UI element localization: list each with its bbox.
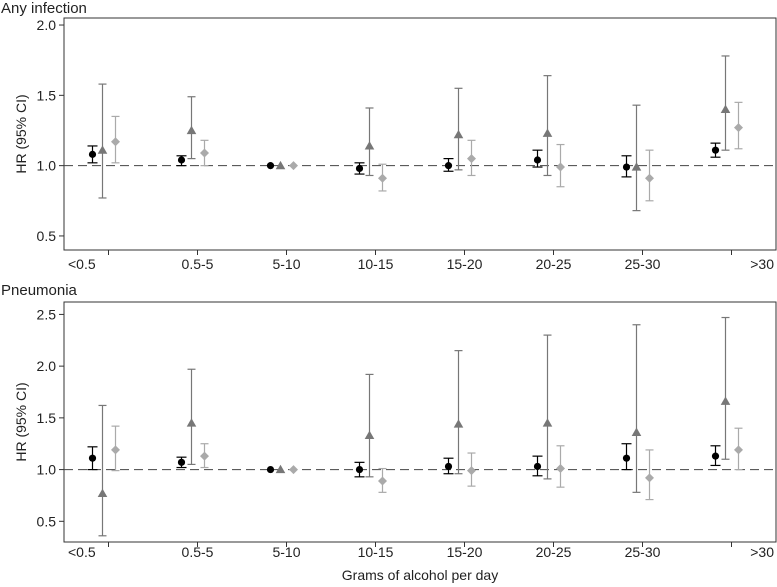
point-triangle (720, 396, 731, 405)
point-triangle (186, 125, 197, 135)
point-diamond (734, 445, 743, 455)
point-circle (88, 150, 97, 158)
x-tick-label: 5-10 (272, 256, 300, 272)
y-tick-label: 0.5 (37, 228, 57, 244)
point-circle (444, 462, 453, 471)
x-tick-label: 10-15 (358, 256, 394, 272)
panel-pneumonia: Pneumonia 0.5 1.0 1.5 2.0 2.5 HR (95% CI) <0.5… (1, 282, 777, 560)
point-triangle (97, 145, 108, 154)
point-circle (533, 462, 542, 471)
x-tick-label: <0.5 (68, 544, 96, 560)
point-circle (622, 454, 631, 462)
x-tick-label: 15-20 (447, 256, 483, 272)
point-circle (533, 156, 542, 164)
plot-frame (63, 301, 777, 543)
point-diamond (556, 162, 565, 172)
panel-any-infection: Any infection 0.5 1.0 1.5 2.0 HR (95% CI) <0.… (1, 0, 777, 272)
point-triangle (275, 464, 286, 474)
point-triangle (542, 418, 553, 427)
panel-title: Any infection (1, 0, 87, 17)
point-circle (88, 454, 97, 462)
point-diamond (200, 148, 209, 158)
point-triangle (97, 488, 108, 497)
point-triangle (453, 129, 464, 139)
y-axis-label: HR (95% CI) (13, 94, 29, 173)
point-diamond (467, 154, 476, 164)
x-tick-label: 10-15 (358, 544, 394, 560)
point-diamond (111, 445, 120, 455)
x-tick-label: 5-10 (272, 544, 300, 560)
x-tick-label: 25-30 (625, 256, 661, 272)
point-circle (622, 163, 631, 171)
y-tick-label: 2.0 (37, 358, 57, 374)
x-tick-label: 15-20 (447, 544, 483, 560)
point-circle (266, 465, 275, 474)
point-diamond (200, 451, 209, 461)
y-tick-label: 2.5 (37, 306, 57, 322)
y-tick-label: 1.0 (37, 462, 57, 478)
point-circle (444, 162, 453, 170)
point-triangle (364, 141, 375, 150)
point-circle (355, 164, 364, 173)
x-tick-label: >30 (750, 544, 774, 560)
x-axis-label: Grams of alcohol per day (342, 567, 498, 583)
point-triangle (275, 160, 286, 170)
x-tick-label: 20-25 (536, 256, 572, 272)
y-tick-label: 0.5 (37, 513, 57, 529)
point-diamond (289, 465, 298, 475)
point-triangle (542, 128, 553, 137)
point-triangle (453, 419, 464, 428)
y-tick-label: 1.5 (37, 410, 57, 426)
point-triangle (720, 104, 731, 113)
point-circle (177, 156, 186, 164)
point-diamond (645, 473, 654, 483)
point-circle (711, 452, 720, 460)
y-tick-label: 1.5 (37, 87, 57, 103)
point-circle (711, 146, 720, 154)
x-tick-label: 20-25 (536, 544, 572, 560)
point-diamond (556, 464, 565, 474)
point-diamond (378, 476, 387, 486)
point-diamond (467, 466, 476, 476)
x-tick-label: <0.5 (68, 256, 96, 272)
point-diamond (111, 137, 120, 147)
x-tick-label: >30 (750, 256, 774, 272)
point-diamond (734, 123, 743, 133)
point-diamond (378, 173, 387, 183)
point-triangle (186, 418, 197, 427)
point-circle (177, 458, 186, 466)
x-tick-label: 25-30 (625, 544, 661, 560)
plot-frame (63, 17, 777, 251)
point-circle (355, 465, 364, 474)
x-tick-label: 0.5-5 (182, 544, 214, 560)
point-triangle (631, 162, 642, 171)
y-axis-label: HR (95% CI) (13, 382, 29, 461)
y-tick-label: 1.0 (37, 158, 57, 174)
panel-title: Pneumonia (1, 282, 78, 299)
x-tick-label: 0.5-5 (182, 256, 214, 272)
point-circle (266, 162, 275, 170)
point-triangle (364, 430, 375, 440)
point-triangle (631, 427, 642, 436)
point-diamond (645, 173, 654, 183)
point-diamond (289, 161, 298, 171)
y-tick-label: 2.0 (37, 17, 57, 33)
